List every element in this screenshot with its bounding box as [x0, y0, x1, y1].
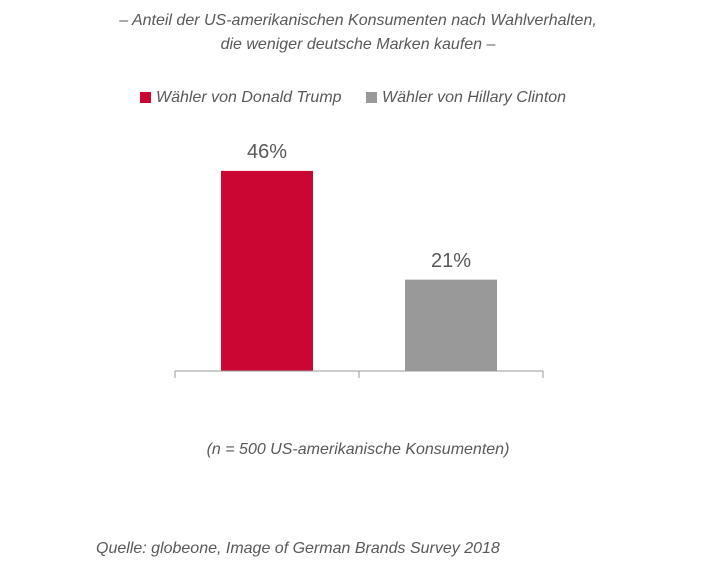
bar	[221, 170, 313, 371]
chart-title: – Anteil der US-amerikanischen Konsument…	[118, 12, 597, 29]
source: Quelle: globeone, Image of German Brands…	[96, 540, 500, 557]
legend-label: Wähler von Donald Trump	[156, 89, 342, 106]
note: (n = 500 US-amerikanische Konsumenten)	[207, 441, 510, 458]
bar	[405, 279, 497, 371]
value-label: 46%	[247, 141, 287, 163]
legend-swatch	[366, 92, 377, 103]
legend-swatch	[140, 92, 151, 103]
value-label: 21%	[431, 250, 471, 272]
chart-title: die weniger deutsche Marken kaufen –	[221, 36, 496, 53]
legend-label: Wähler von Hillary Clinton	[382, 89, 566, 106]
